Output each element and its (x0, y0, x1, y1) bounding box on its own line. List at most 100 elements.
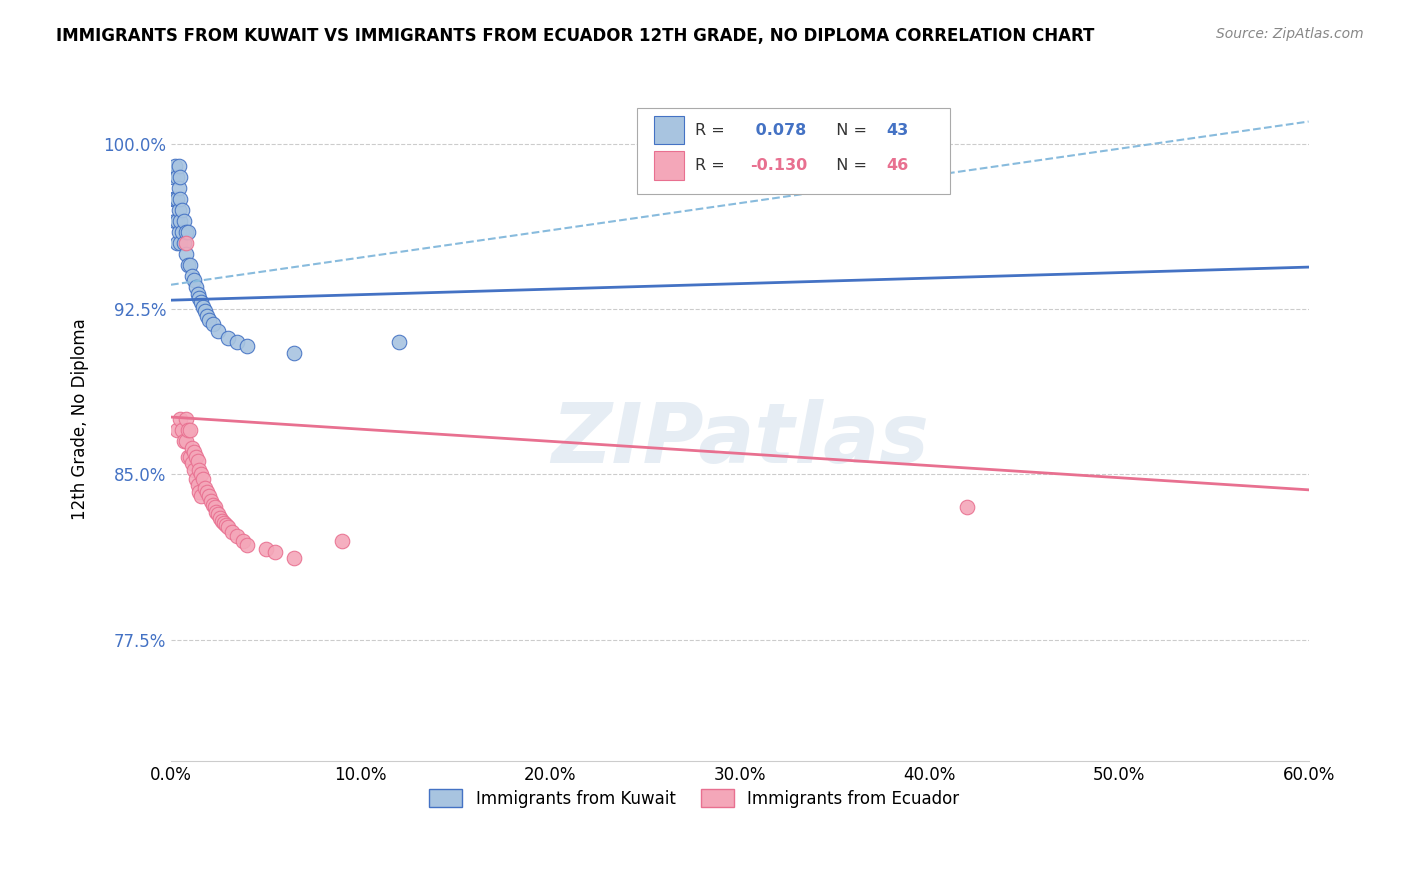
Point (163, 214, 186, 228)
Text: 43: 43 (887, 122, 908, 137)
Point (207, 507, 229, 521)
Text: IMMIGRANTS FROM KUWAIT VS IMMIGRANTS FROM ECUADOR 12TH GRADE, NO DIPLOMA CORRELA: IMMIGRANTS FROM KUWAIT VS IMMIGRANTS FRO… (56, 27, 1095, 45)
Point (188, 291, 211, 305)
Point (188, 463, 211, 477)
Point (173, 235, 195, 250)
Point (179, 258, 201, 272)
Point (221, 524, 243, 539)
Point (186, 286, 208, 301)
Point (173, 434, 195, 449)
Point (201, 318, 224, 332)
Text: Source: ZipAtlas.com: Source: ZipAtlas.com (1216, 27, 1364, 41)
Point (193, 472, 215, 486)
FancyBboxPatch shape (654, 116, 685, 145)
Point (194, 481, 217, 495)
Point (232, 533, 254, 548)
Point (166, 192, 188, 206)
Text: 0.078: 0.078 (749, 122, 806, 137)
Point (236, 538, 259, 552)
Point (184, 472, 207, 486)
Point (167, 159, 190, 173)
Point (198, 490, 221, 504)
Point (172, 225, 194, 239)
Point (264, 544, 287, 558)
Point (217, 331, 239, 345)
Point (183, 273, 205, 287)
Point (186, 478, 208, 492)
Point (169, 169, 191, 184)
Point (174, 412, 197, 426)
Point (184, 280, 207, 294)
Point (283, 551, 305, 566)
Point (205, 505, 228, 519)
Point (169, 235, 191, 250)
Point (183, 463, 205, 477)
Point (204, 500, 226, 515)
Point (236, 339, 259, 353)
Point (254, 542, 277, 557)
Point (166, 214, 188, 228)
Point (172, 423, 194, 437)
Point (167, 180, 190, 194)
Point (163, 192, 186, 206)
Point (200, 493, 222, 508)
Point (177, 450, 200, 464)
Point (283, 346, 305, 360)
Point (195, 485, 218, 500)
Point (193, 300, 215, 314)
Y-axis label: 12th Grade, No Diploma: 12th Grade, No Diploma (72, 318, 89, 520)
Point (195, 309, 218, 323)
Point (166, 169, 188, 184)
Point (212, 516, 235, 530)
Point (163, 159, 186, 173)
Point (173, 214, 195, 228)
Point (177, 258, 200, 272)
Text: R =: R = (696, 122, 730, 137)
Point (207, 324, 229, 338)
Point (167, 225, 190, 239)
Point (172, 202, 194, 217)
Point (190, 467, 212, 482)
FancyBboxPatch shape (637, 108, 950, 194)
Text: -0.130: -0.130 (749, 158, 807, 173)
Point (217, 520, 239, 534)
Point (174, 235, 197, 250)
Point (201, 498, 224, 512)
Point (162, 169, 184, 184)
Point (180, 268, 202, 283)
Point (169, 192, 191, 206)
Point (190, 490, 212, 504)
Point (166, 423, 188, 437)
Text: 46: 46 (887, 158, 908, 173)
Point (169, 412, 191, 426)
Point (167, 202, 190, 217)
Point (209, 511, 232, 525)
Point (166, 235, 188, 250)
Point (215, 518, 238, 533)
Point (184, 450, 207, 464)
Point (188, 485, 211, 500)
Point (162, 192, 184, 206)
Point (226, 529, 249, 543)
Point (198, 313, 221, 327)
FancyBboxPatch shape (654, 151, 685, 180)
Point (180, 456, 202, 470)
Point (183, 445, 205, 459)
Text: N =: N = (827, 158, 872, 173)
Point (179, 423, 201, 437)
Point (177, 225, 200, 239)
Point (956, 500, 979, 515)
Text: N =: N = (827, 122, 872, 137)
Point (174, 247, 197, 261)
Point (186, 454, 208, 468)
Text: ZIPatlas: ZIPatlas (551, 400, 929, 480)
Point (226, 334, 249, 349)
Point (330, 533, 353, 548)
Point (180, 441, 202, 455)
Point (177, 423, 200, 437)
Point (190, 295, 212, 310)
Point (211, 514, 233, 528)
Legend: Immigrants from Kuwait, Immigrants from Ecuador: Immigrants from Kuwait, Immigrants from … (422, 783, 966, 814)
Text: R =: R = (696, 158, 730, 173)
Point (179, 450, 201, 464)
